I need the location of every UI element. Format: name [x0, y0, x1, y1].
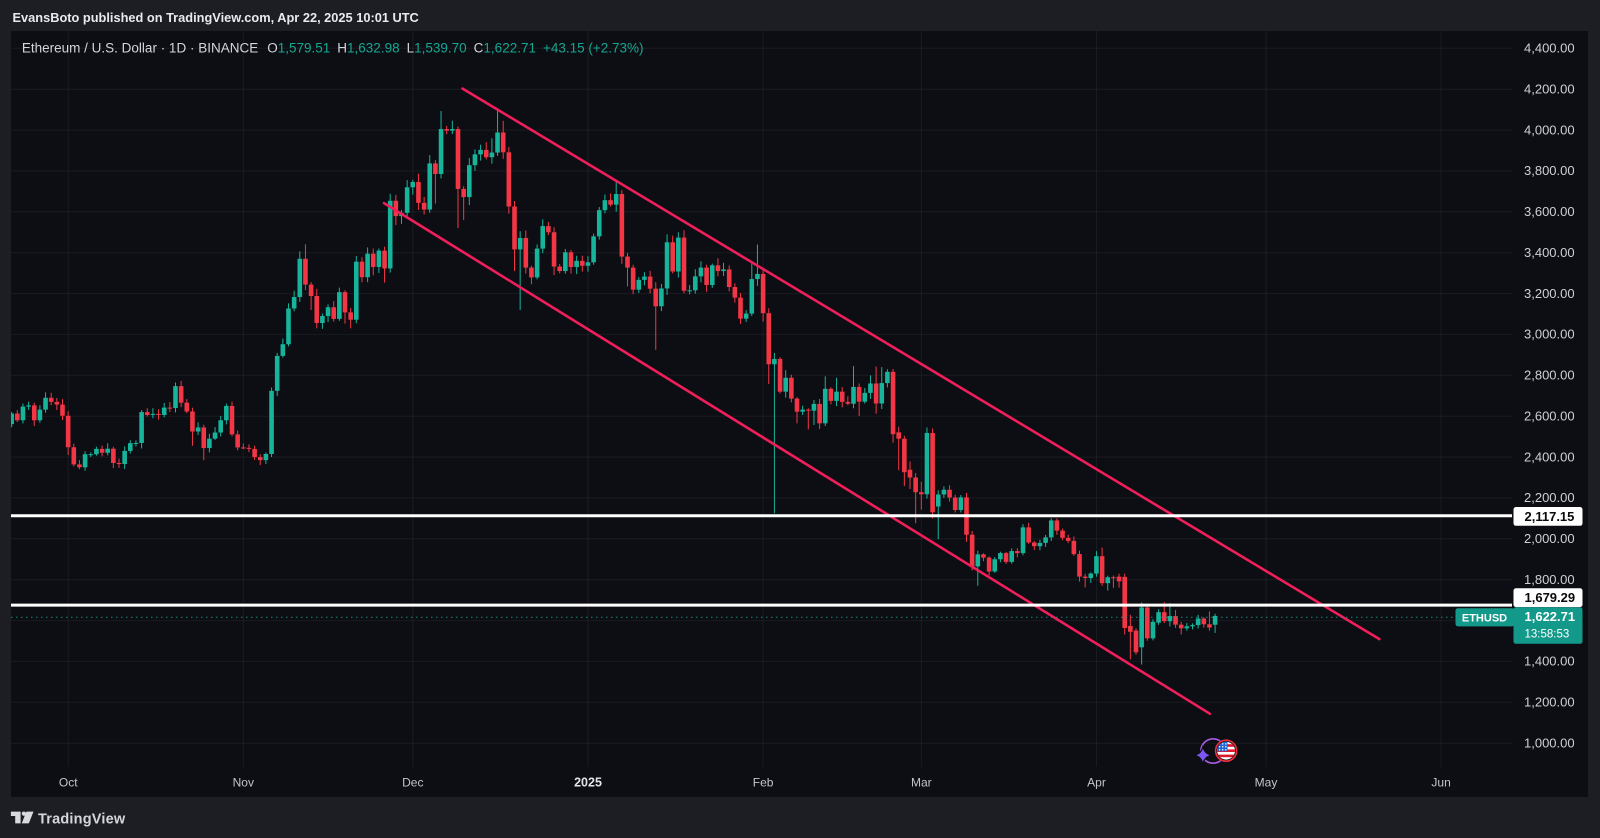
- svg-text:3,600.00: 3,600.00: [1524, 204, 1575, 219]
- svg-text:ETHUSD: ETHUSD: [1462, 612, 1507, 624]
- svg-text:Mar: Mar: [911, 776, 932, 790]
- svg-text:13:58:53: 13:58:53: [1525, 628, 1570, 640]
- svg-text:1,622.71: 1,622.71: [1525, 609, 1576, 624]
- svg-text:Feb: Feb: [753, 776, 774, 790]
- svg-text:1,200.00: 1,200.00: [1524, 695, 1575, 710]
- svg-text:2,117.15: 2,117.15: [1525, 509, 1575, 524]
- svg-text:3,200.00: 3,200.00: [1524, 286, 1575, 301]
- svg-text:3,000.00: 3,000.00: [1524, 327, 1575, 342]
- svg-text:2,400.00: 2,400.00: [1524, 449, 1575, 464]
- svg-text:4,000.00: 4,000.00: [1524, 122, 1575, 137]
- svg-text:1,400.00: 1,400.00: [1524, 654, 1575, 669]
- svg-text:1,000.00: 1,000.00: [1524, 735, 1575, 750]
- svg-text:1,679.29: 1,679.29: [1525, 590, 1576, 605]
- svg-text:2,200.00: 2,200.00: [1524, 490, 1575, 505]
- svg-text:Dec: Dec: [402, 776, 423, 790]
- svg-text:May: May: [1255, 776, 1278, 790]
- svg-text:2,000.00: 2,000.00: [1524, 531, 1575, 546]
- svg-text:TradingView: TradingView: [38, 812, 126, 828]
- svg-text:Jun: Jun: [1431, 776, 1450, 790]
- svg-text:2,800.00: 2,800.00: [1524, 368, 1575, 383]
- svg-text:Nov: Nov: [233, 776, 254, 790]
- svg-text:3,400.00: 3,400.00: [1524, 245, 1575, 260]
- svg-text:4,400.00: 4,400.00: [1524, 41, 1575, 56]
- svg-text:3,800.00: 3,800.00: [1524, 163, 1575, 178]
- svg-text:2,600.00: 2,600.00: [1524, 408, 1575, 423]
- svg-text:Oct: Oct: [59, 776, 78, 790]
- svg-text:4,200.00: 4,200.00: [1524, 81, 1575, 96]
- svg-text:1,800.00: 1,800.00: [1524, 572, 1575, 587]
- svg-text:2025: 2025: [574, 776, 602, 790]
- svg-text:EvansBoto published on Trading: EvansBoto published on TradingView.com, …: [13, 10, 419, 25]
- svg-text:Apr: Apr: [1087, 776, 1106, 790]
